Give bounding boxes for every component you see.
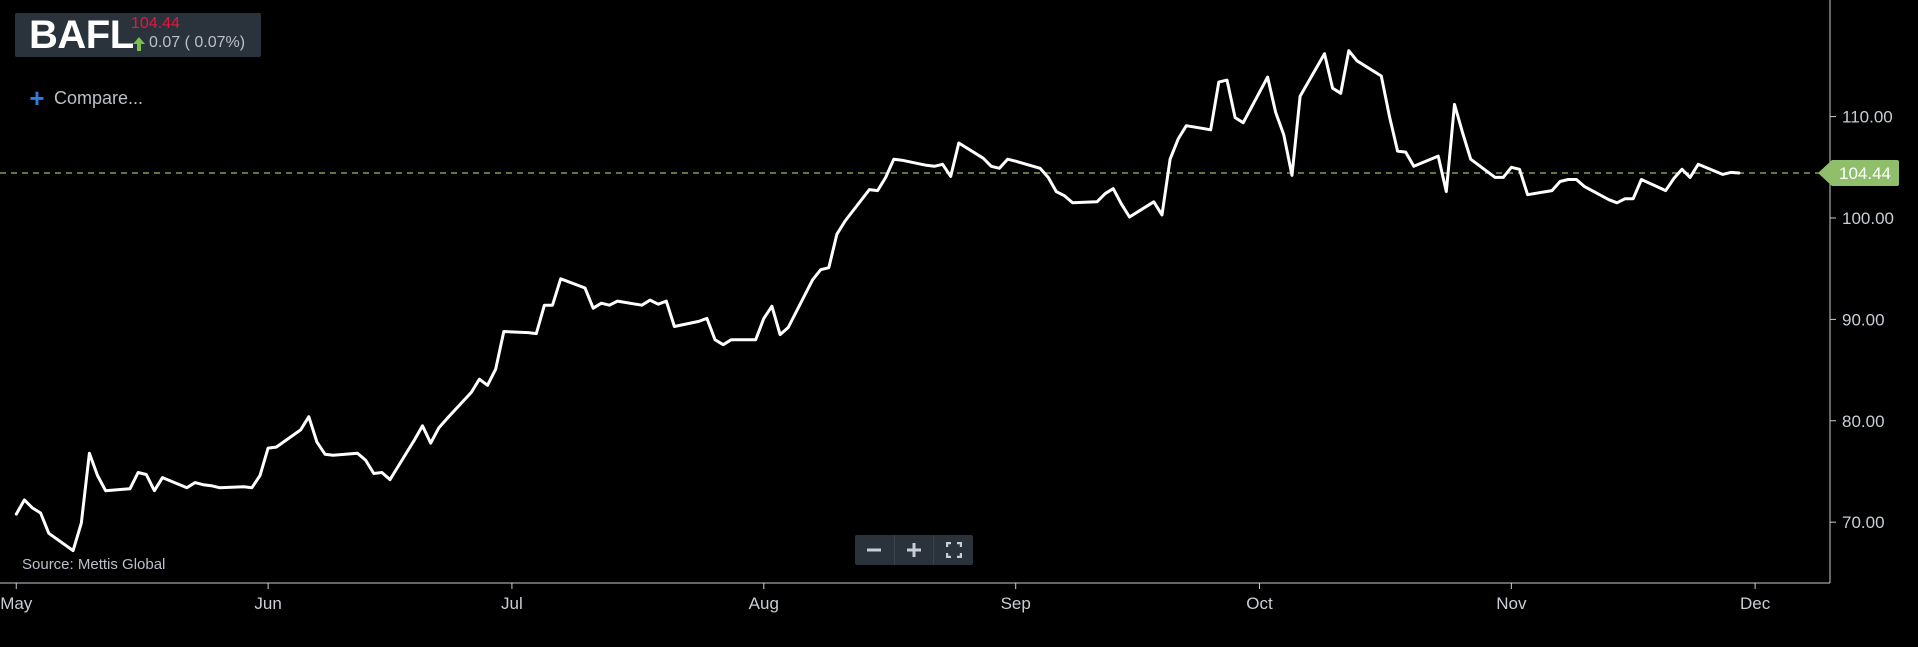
y-tick-label: 100.00: [1842, 209, 1894, 228]
x-tick-label: Oct: [1246, 594, 1273, 613]
minus-icon: [866, 542, 882, 558]
x-tick-label: Jul: [501, 594, 523, 613]
x-tick-label: Aug: [749, 594, 779, 613]
fullscreen-button[interactable]: [933, 535, 973, 565]
x-tick-label: May: [0, 594, 33, 613]
x-tick-label: Dec: [1740, 594, 1771, 613]
zoom-controls: [855, 535, 973, 565]
arrow-up-icon: [131, 35, 147, 53]
price-change: 0.07 ( 0.07%): [149, 33, 245, 53]
plus-icon: +: [28, 86, 46, 110]
compare-button[interactable]: + Compare...: [28, 86, 143, 110]
zoom-in-button[interactable]: [894, 535, 934, 565]
x-axis: May Jun Jul Aug Sep Oct Nov Dec: [0, 583, 1830, 613]
plus-icon: [906, 542, 922, 558]
y-tick-label: 80.00: [1842, 412, 1885, 431]
current-price-text: 104.44: [1839, 164, 1891, 183]
current-price-label: 104.44: [1818, 160, 1899, 186]
y-tick-label: 70.00: [1842, 513, 1885, 532]
x-tick-label: Jun: [254, 594, 281, 613]
ticker-symbol: BAFL: [29, 15, 134, 55]
ticker-header: BAFL 104.44 0.07 ( 0.07%): [15, 13, 261, 57]
y-axis: 70.00 80.00 90.00 100.00 110.00: [1830, 0, 1894, 583]
zoom-out-button[interactable]: [855, 535, 894, 565]
x-tick-label: Nov: [1496, 594, 1527, 613]
price-points: [16, 51, 1739, 551]
price-series-line: [16, 51, 1739, 551]
source-label: Source: Mettis Global: [22, 556, 165, 573]
compare-label: Compare...: [54, 88, 143, 109]
x-tick-label: Sep: [1001, 594, 1031, 613]
y-tick-label: 90.00: [1842, 310, 1885, 329]
y-tick-label: 110.00: [1842, 108, 1893, 127]
last-price: 104.44: [131, 15, 180, 33]
fullscreen-icon: [946, 542, 962, 558]
